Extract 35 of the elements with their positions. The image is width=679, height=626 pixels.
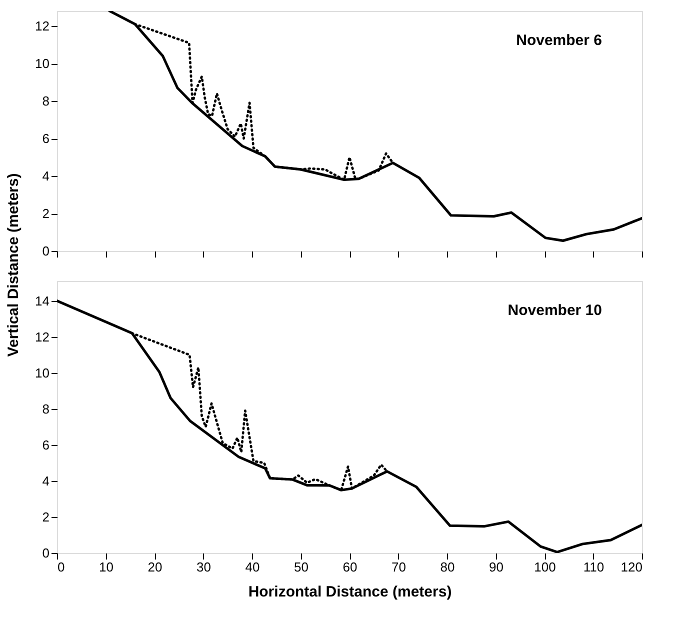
- x-tick-label: 60: [342, 560, 358, 574]
- y-tick-label: 14: [35, 293, 50, 308]
- x-tick-label: 30: [196, 560, 211, 574]
- x-tick-label: 10: [99, 560, 114, 574]
- y-tick-label: 8: [42, 401, 50, 416]
- y-tick-label: 2: [42, 509, 50, 524]
- x-tick-label: 40: [245, 560, 260, 574]
- x-tick-label: 0: [58, 560, 65, 574]
- y-tick-label: 8: [42, 94, 50, 108]
- x-tick-label: 70: [392, 560, 406, 574]
- x-tick-label: 20: [148, 560, 162, 574]
- line-series: [108, 11, 642, 242]
- y-tick-label: 6: [42, 131, 50, 146]
- y-tick-label: 10: [35, 365, 50, 380]
- y-tick-label: 10: [35, 56, 50, 71]
- y-tick-label: 2: [42, 206, 50, 221]
- y-tick-label: 0: [42, 244, 50, 258]
- y-tick-label: 4: [42, 168, 50, 184]
- line-series: [130, 332, 388, 492]
- x-tick-label: 100: [534, 560, 556, 574]
- y-tick-label: 12: [35, 329, 50, 344]
- annotation: November 6: [516, 32, 602, 49]
- x-tick-label: 90: [489, 560, 504, 574]
- x-tick-label: 110: [583, 560, 604, 574]
- x-tick-label: 80: [440, 560, 455, 574]
- y-tick-label: 12: [35, 18, 50, 34]
- y-axis-title: Vertical Distance (meters): [5, 173, 22, 357]
- x-axis-title: Horizontal Distance (meters): [248, 584, 452, 600]
- x-tick-label: 50: [294, 560, 308, 574]
- y-tick-label: 4: [42, 473, 50, 488]
- y-tick-label: 0: [42, 546, 50, 560]
- x-tick-label: 120: [620, 560, 642, 574]
- annotation: November 10: [508, 302, 602, 319]
- y-tick-label: 6: [42, 437, 50, 452]
- line-series: [134, 22, 394, 181]
